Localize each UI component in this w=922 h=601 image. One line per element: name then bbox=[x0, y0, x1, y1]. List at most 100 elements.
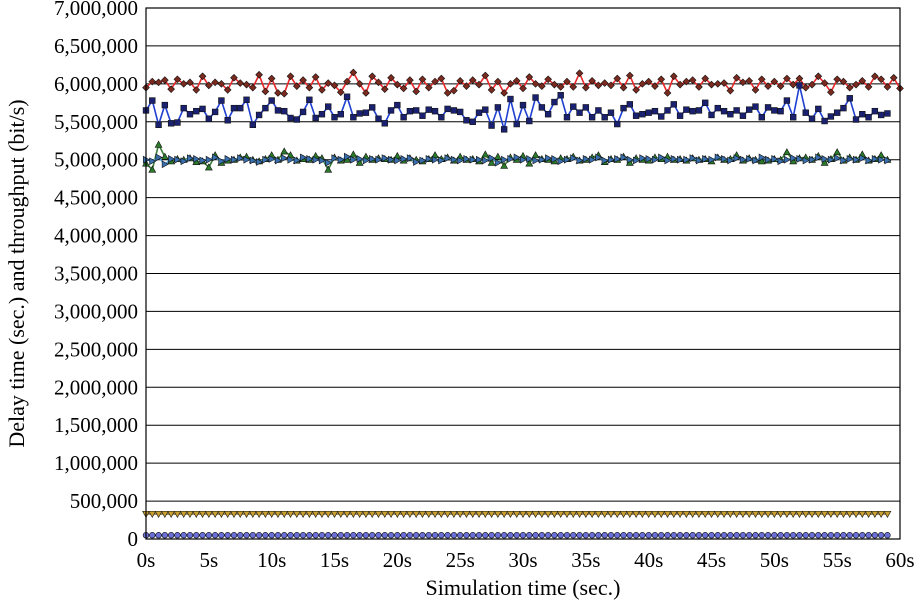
data-point bbox=[444, 532, 451, 539]
data-point bbox=[820, 158, 829, 166]
data-point bbox=[299, 76, 307, 84]
data-point bbox=[702, 155, 710, 163]
data-point bbox=[281, 154, 289, 163]
data-point bbox=[563, 77, 571, 86]
data-point bbox=[752, 156, 760, 165]
data-point bbox=[582, 155, 590, 163]
data-point bbox=[450, 532, 458, 539]
data-point bbox=[419, 156, 427, 165]
x-tick-labels: 0s 5s 10s 15s 20s 25s 30s 35s 40s 45s 50s 55s 60s bbox=[137, 548, 915, 572]
data-point bbox=[318, 111, 326, 118]
data-point bbox=[569, 83, 578, 91]
data-point bbox=[670, 155, 678, 163]
data-point bbox=[305, 83, 314, 92]
data-point bbox=[889, 73, 898, 82]
x-tick-label: 10s bbox=[257, 548, 286, 572]
data-point bbox=[639, 154, 647, 163]
data-point bbox=[519, 532, 527, 539]
data-point bbox=[795, 510, 804, 518]
data-point bbox=[827, 88, 835, 97]
data-point bbox=[519, 101, 527, 109]
data-point bbox=[814, 510, 823, 518]
data-point bbox=[331, 532, 338, 539]
data-point bbox=[707, 510, 716, 518]
data-point bbox=[525, 73, 534, 81]
data-point bbox=[425, 106, 432, 113]
data-point bbox=[657, 510, 666, 518]
data-point bbox=[161, 101, 169, 109]
data-point bbox=[858, 510, 867, 518]
data-point bbox=[846, 95, 853, 102]
data-point bbox=[639, 111, 646, 118]
data-point bbox=[764, 104, 772, 111]
data-point bbox=[732, 510, 741, 518]
data-point bbox=[663, 510, 672, 518]
data-point bbox=[274, 107, 282, 114]
data-point bbox=[808, 532, 816, 539]
data-point bbox=[456, 108, 464, 116]
data-point bbox=[582, 532, 590, 539]
data-point bbox=[418, 510, 427, 518]
data-point bbox=[350, 532, 357, 539]
data-point bbox=[531, 510, 540, 518]
data-point bbox=[695, 156, 703, 165]
data-point bbox=[336, 510, 345, 518]
data-point bbox=[167, 120, 175, 127]
y-tick-label: 2,500,000 bbox=[54, 337, 138, 361]
data-point bbox=[262, 155, 270, 164]
data-point bbox=[864, 510, 873, 518]
data-point bbox=[356, 110, 363, 117]
data-point bbox=[833, 510, 842, 518]
data-point bbox=[449, 510, 458, 518]
data-point bbox=[450, 107, 458, 114]
data-point bbox=[859, 111, 866, 118]
data-point bbox=[198, 510, 207, 518]
data-point bbox=[355, 158, 364, 166]
data-point bbox=[557, 532, 564, 539]
data-point bbox=[267, 74, 276, 83]
data-point bbox=[286, 510, 295, 518]
data-point bbox=[493, 152, 502, 160]
data-point bbox=[815, 532, 822, 539]
data-point bbox=[771, 107, 778, 114]
series-6 bbox=[142, 532, 891, 539]
data-point bbox=[840, 532, 847, 539]
data-point bbox=[193, 532, 200, 539]
data-point bbox=[412, 510, 421, 518]
data-point bbox=[193, 107, 200, 115]
data-point bbox=[796, 82, 803, 89]
data-point bbox=[827, 113, 835, 120]
x-tick-label: 35s bbox=[571, 548, 600, 572]
data-point bbox=[739, 155, 747, 164]
data-point bbox=[488, 532, 495, 539]
data-point bbox=[588, 532, 596, 539]
data-point bbox=[764, 82, 772, 90]
data-point bbox=[782, 510, 791, 518]
data-point bbox=[551, 155, 559, 163]
data-point bbox=[525, 159, 534, 167]
data-point bbox=[507, 532, 514, 539]
axes bbox=[145, 7, 901, 540]
data-point bbox=[330, 510, 339, 518]
data-point bbox=[783, 74, 791, 83]
data-point bbox=[255, 532, 263, 539]
data-point bbox=[267, 510, 276, 518]
data-point bbox=[758, 153, 766, 162]
data-point bbox=[563, 155, 572, 164]
data-point bbox=[801, 510, 810, 518]
data-point bbox=[613, 74, 622, 83]
data-point bbox=[745, 76, 754, 85]
data-point bbox=[161, 76, 169, 84]
data-point bbox=[689, 154, 697, 163]
data-point bbox=[708, 155, 716, 164]
data-point bbox=[324, 510, 333, 518]
data-point bbox=[582, 83, 590, 92]
data-point bbox=[168, 155, 176, 163]
data-point bbox=[186, 111, 194, 118]
data-point bbox=[155, 532, 162, 539]
data-point bbox=[481, 71, 490, 80]
data-point bbox=[204, 163, 213, 171]
data-point bbox=[658, 113, 665, 120]
data-point bbox=[702, 532, 709, 539]
data-point bbox=[413, 158, 421, 166]
